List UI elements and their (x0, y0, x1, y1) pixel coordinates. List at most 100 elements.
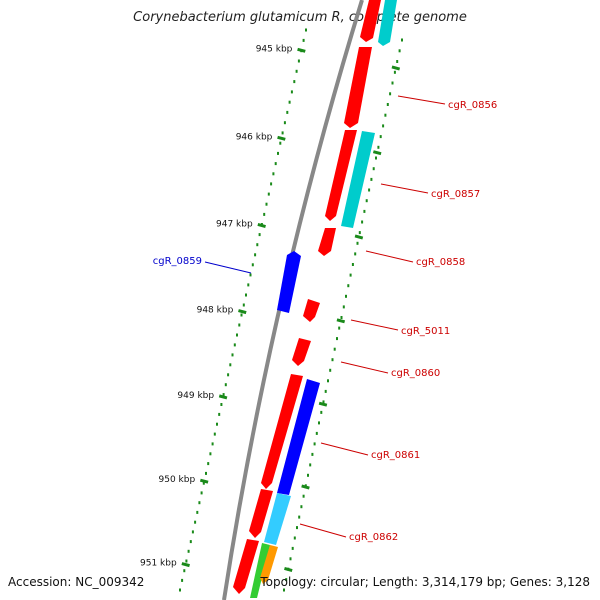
summary-text: Topology: circular; Length: 3,314,179 bp… (260, 575, 590, 589)
ruler-dot (340, 316, 343, 319)
gene-label-cgR_0860[interactable]: cgR_0860 (391, 368, 440, 379)
gene-label-cgR_0861[interactable]: cgR_0861 (371, 450, 420, 461)
ruler-dot (379, 135, 382, 139)
ruler-dot (384, 113, 387, 117)
ruler-dot (389, 92, 392, 96)
inner-tick-mark (301, 484, 310, 490)
gene-label-cgR_0856[interactable]: cgR_0856 (448, 100, 497, 111)
ruler-dot (270, 182, 273, 186)
ruler-dot (285, 578, 288, 582)
ruler-dot (209, 452, 212, 456)
ruler-dot (183, 569, 186, 573)
ruler-dot (396, 60, 399, 63)
inner-tick-mark (372, 150, 382, 156)
kbp-tick-label: 951 kbp (140, 559, 177, 569)
ruler-dot (372, 167, 375, 171)
ruler-dot (365, 199, 368, 203)
ruler-dot (398, 49, 401, 53)
second-track-genes (250, 0, 397, 598)
ruler-dot (336, 337, 338, 341)
ruler-dot (218, 412, 221, 416)
ruler-dot (283, 121, 286, 125)
ruler-dot (293, 80, 296, 84)
ruler-dot (386, 103, 389, 106)
ruler-dot (358, 231, 361, 235)
ruler-dot (329, 368, 332, 372)
ruler-dot (236, 333, 238, 337)
kbp-tick-mark (238, 309, 247, 315)
ruler-dot (189, 540, 192, 544)
kbp-ticks: 945 kbp 946 kbp 947 kbp 948 kbp 949 kbp 950 k… (140, 44, 401, 572)
ruler-dot (256, 243, 259, 247)
ruler-dot (220, 403, 223, 406)
gene-label-cgR_0857[interactable]: cgR_0857 (431, 189, 480, 200)
ruler-dot (309, 463, 312, 467)
gene-label-cgR_0862[interactable]: cgR_0862 (349, 532, 398, 543)
ruler-dot (242, 303, 245, 307)
ruler-dot (324, 389, 327, 393)
kbp-tick-label: 949 kbp (177, 391, 214, 401)
ruler-dot (375, 156, 377, 160)
ruler-dot (333, 347, 336, 351)
kbp-tick-mark (277, 135, 286, 141)
ruler-dot (281, 131, 284, 135)
gene-label-cgR_0859[interactable]: cgR_0859 (153, 256, 202, 267)
gene-cgR_0856-shape (344, 47, 372, 128)
inner-tick-mark (391, 65, 401, 71)
ruler-dot (205, 471, 207, 475)
ruler-dot (363, 209, 366, 213)
ruler-dot (345, 294, 347, 298)
ruler-dot (297, 59, 300, 63)
kbp-tick-mark (218, 394, 228, 400)
inner-tick-mark (284, 567, 293, 572)
ruler-dot (213, 432, 216, 436)
ruler-dot (267, 192, 270, 196)
kbp-tick-label: 950 kbp (159, 475, 196, 485)
gene-top-cyan (378, 0, 397, 46)
ruler-dot (327, 379, 329, 383)
ruler-dot (300, 505, 303, 509)
inner-tick-mark (336, 318, 346, 324)
gene-bottom-red (233, 539, 259, 594)
kbp-tick-mark (297, 47, 306, 53)
gene-label-cgR_5011[interactable]: cgR_5011 (401, 326, 450, 337)
ruler-dot (305, 28, 307, 32)
ruler-dot (293, 536, 296, 540)
ruler-dot (263, 212, 266, 216)
ruler-dot (302, 494, 305, 498)
gene-cgR_0860-shape (292, 338, 311, 366)
ruler-dot (272, 172, 275, 176)
ruler-dot (377, 145, 380, 149)
kbp-tick-mark (257, 223, 266, 228)
ruler-dot (249, 273, 252, 277)
ruler-dot (265, 202, 268, 206)
ruler-dot (194, 520, 197, 524)
label-leader-lines (204, 95, 446, 538)
ruler-dot (198, 501, 201, 505)
ruler-dot (382, 124, 385, 128)
accession-text: Accession: NC_009342 (8, 575, 145, 589)
inner-tick-mark (318, 401, 328, 407)
ruler-dot (229, 363, 232, 367)
ruler-dot (202, 481, 205, 485)
ruler-dot (296, 526, 298, 530)
gene-label-cgR_0858[interactable]: cgR_0858 (416, 257, 465, 268)
gene-cgR_0859-shape (277, 251, 301, 313)
ruler-dot (342, 305, 345, 309)
ruler-dot (238, 323, 241, 327)
ruler-dot (216, 422, 218, 426)
gene-cgR_0862-shape (249, 489, 273, 538)
ruler-dot (393, 70, 396, 74)
ruler-dot (313, 442, 316, 446)
ruler-dot (318, 421, 320, 425)
ruler-dot (320, 410, 323, 414)
ruler-dot (200, 491, 203, 495)
ruler-dot (331, 358, 334, 362)
ruler-dot (222, 393, 225, 397)
kbp-tick-mark (199, 478, 209, 484)
ruler-dot (224, 383, 227, 387)
gene-cgR_0861-shape (261, 374, 303, 489)
ruler-dot (191, 530, 194, 534)
gene-cgR_0861-blue (277, 379, 320, 495)
